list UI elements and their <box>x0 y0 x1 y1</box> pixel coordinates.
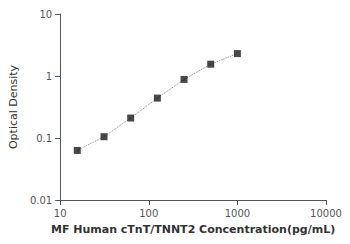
svg-text:1: 1 <box>46 71 52 82</box>
svg-text:10000: 10000 <box>310 208 342 219</box>
svg-text:100: 100 <box>139 208 158 219</box>
svg-text:Optical Density: Optical Density <box>7 64 20 149</box>
svg-text:0.1: 0.1 <box>36 133 52 144</box>
svg-text:10: 10 <box>54 208 67 219</box>
svg-text:10: 10 <box>39 9 52 20</box>
svg-text:0.01: 0.01 <box>30 195 52 206</box>
svg-text:MF Human cTnT/TNNT2 Concentrat: MF Human cTnT/TNNT2 Concentration(pg/mL) <box>51 223 335 236</box>
svg-text:1000: 1000 <box>225 208 250 219</box>
